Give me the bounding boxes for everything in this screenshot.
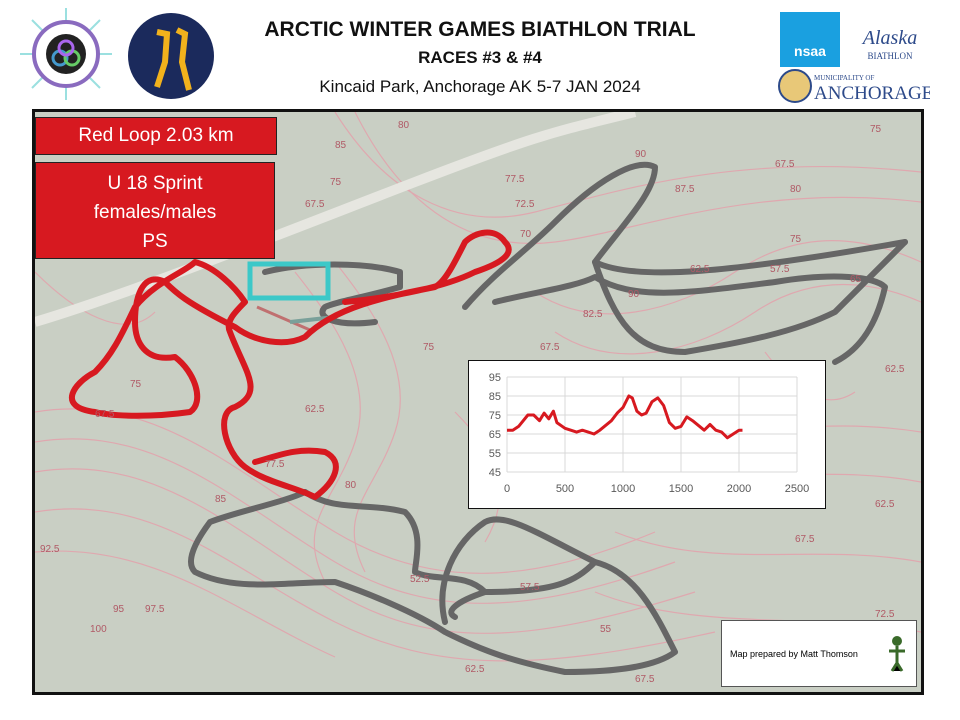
y-tick-label: 45 <box>489 467 501 479</box>
x-tick-label: 1500 <box>669 483 693 495</box>
contour-label: 57.5 <box>770 264 790 275</box>
other-trails <box>188 161 908 675</box>
contour-label: 67.5 <box>305 199 325 210</box>
contour-label: 80 <box>398 120 410 131</box>
contour-label: 85 <box>215 494 227 505</box>
contour-label: 62.5 <box>465 664 485 675</box>
contour-label: 67.5 <box>795 534 815 545</box>
x-tick-label: 2000 <box>727 483 751 495</box>
contour-label: 75 <box>130 379 142 390</box>
contour-label: 100 <box>90 624 107 635</box>
y-tick-label: 65 <box>489 429 501 441</box>
svg-text:ANCHORAGE: ANCHORAGE <box>814 83 930 104</box>
event-location-date: Kincaid Park, Anchorage AK 5-7 JAN 2024 <box>319 77 641 96</box>
contour-label: 92.5 <box>40 544 60 555</box>
y-tick-label: 55 <box>489 448 501 460</box>
page-subtitle: RACES #3 & #4 <box>418 48 542 67</box>
header: ARCTIC WINTER GAMES BIATHLON TRIAL RACES… <box>0 0 960 108</box>
contour-label: 75 <box>790 234 802 245</box>
course-map: 80 85 75 67.5 77.5 72.5 70 90 87.5 80 67… <box>32 109 924 695</box>
contour-label: 67.5 <box>540 342 560 353</box>
contour-label: 65 <box>850 274 862 285</box>
red-loop-course <box>68 229 512 500</box>
y-tick-label: 75 <box>489 410 501 422</box>
elevation-series-line <box>507 394 743 440</box>
race-line: PS <box>142 231 168 252</box>
arctic-winter-games-logo <box>20 8 112 100</box>
contour-label: 67.5 <box>775 159 795 170</box>
contour-label: 77.5 <box>265 459 285 470</box>
contour-label-group: 80 85 75 67.5 77.5 72.5 70 90 87.5 80 67… <box>40 120 905 685</box>
contour-label: 75 <box>330 177 342 188</box>
credit-text: Map prepared by Matt Thomson <box>730 649 858 659</box>
contour-label: 62.5 <box>875 499 895 510</box>
contour-label: 75 <box>870 124 882 135</box>
contour-label: 67.5 <box>95 409 115 420</box>
contour-label: 72.5 <box>875 609 895 620</box>
contour-label: 75 <box>423 342 435 353</box>
contour-label: 82.5 <box>583 309 603 320</box>
contour-label: 87.5 <box>675 184 695 195</box>
x-tick-label: 0 <box>504 483 510 495</box>
race-line: females/males <box>93 202 217 223</box>
contour-label: 85 <box>335 140 347 151</box>
loop-label: Red Loop 2.03 km <box>35 117 277 155</box>
elevation-profile-chart: 95 85 75 65 55 45 0 500 1000 1500 2000 2500 <box>468 360 826 509</box>
y-tick-label: 95 <box>489 372 501 384</box>
race-line: U 18 Sprint <box>107 173 203 194</box>
x-tick-label: 2500 <box>785 483 809 495</box>
contour-label: 95 <box>113 604 125 615</box>
x-tick-label: 1000 <box>611 483 635 495</box>
svg-text:nsaa: nsaa <box>794 43 826 59</box>
contour-label: 55 <box>600 624 612 635</box>
svg-text:Alaska: Alaska <box>861 27 917 49</box>
contour-label: 80 <box>790 184 802 195</box>
race-info-box: U 18 Sprint females/males PS <box>35 162 275 259</box>
svg-text:MUNICIPALITY OF: MUNICIPALITY OF <box>814 74 874 82</box>
contour-label: 77.5 <box>505 174 525 185</box>
nsaa-logo: nsaa <box>780 12 840 67</box>
contour-label: 72.5 <box>515 199 535 210</box>
y-tick-label: 85 <box>489 391 501 403</box>
contour-label: 52.5 <box>410 574 430 585</box>
contour-label: 57.5 <box>520 582 540 593</box>
biathlete-icon <box>889 636 905 672</box>
contour-label: 90 <box>628 289 640 300</box>
x-tick-label: 500 <box>556 483 574 495</box>
map-graphic: 80 85 75 67.5 77.5 72.5 70 90 87.5 80 67… <box>35 112 921 685</box>
alaska-biathlon-logo: Alaska BIATHLON <box>861 27 917 61</box>
contour-label: 62.5 <box>885 364 905 375</box>
municipality-of-anchorage-logo: MUNICIPALITY OF ANCHORAGE <box>778 69 930 104</box>
contour-label: 90 <box>635 149 647 160</box>
page-title: ARCTIC WINTER GAMES BIATHLON TRIAL <box>264 18 696 41</box>
map-credit: Map prepared by Matt Thomson <box>721 620 917 687</box>
svg-text:BIATHLON: BIATHLON <box>868 51 913 61</box>
contour-label: 62.5 <box>305 404 325 415</box>
contour-label: 62.5 <box>690 264 710 275</box>
contour-label: 80 <box>345 480 357 491</box>
contour-label: 70 <box>520 229 532 240</box>
contour-label: 97.5 <box>145 604 165 615</box>
contour-label: 67.5 <box>635 674 655 685</box>
anchorage-biathlon-club-logo <box>128 13 214 99</box>
